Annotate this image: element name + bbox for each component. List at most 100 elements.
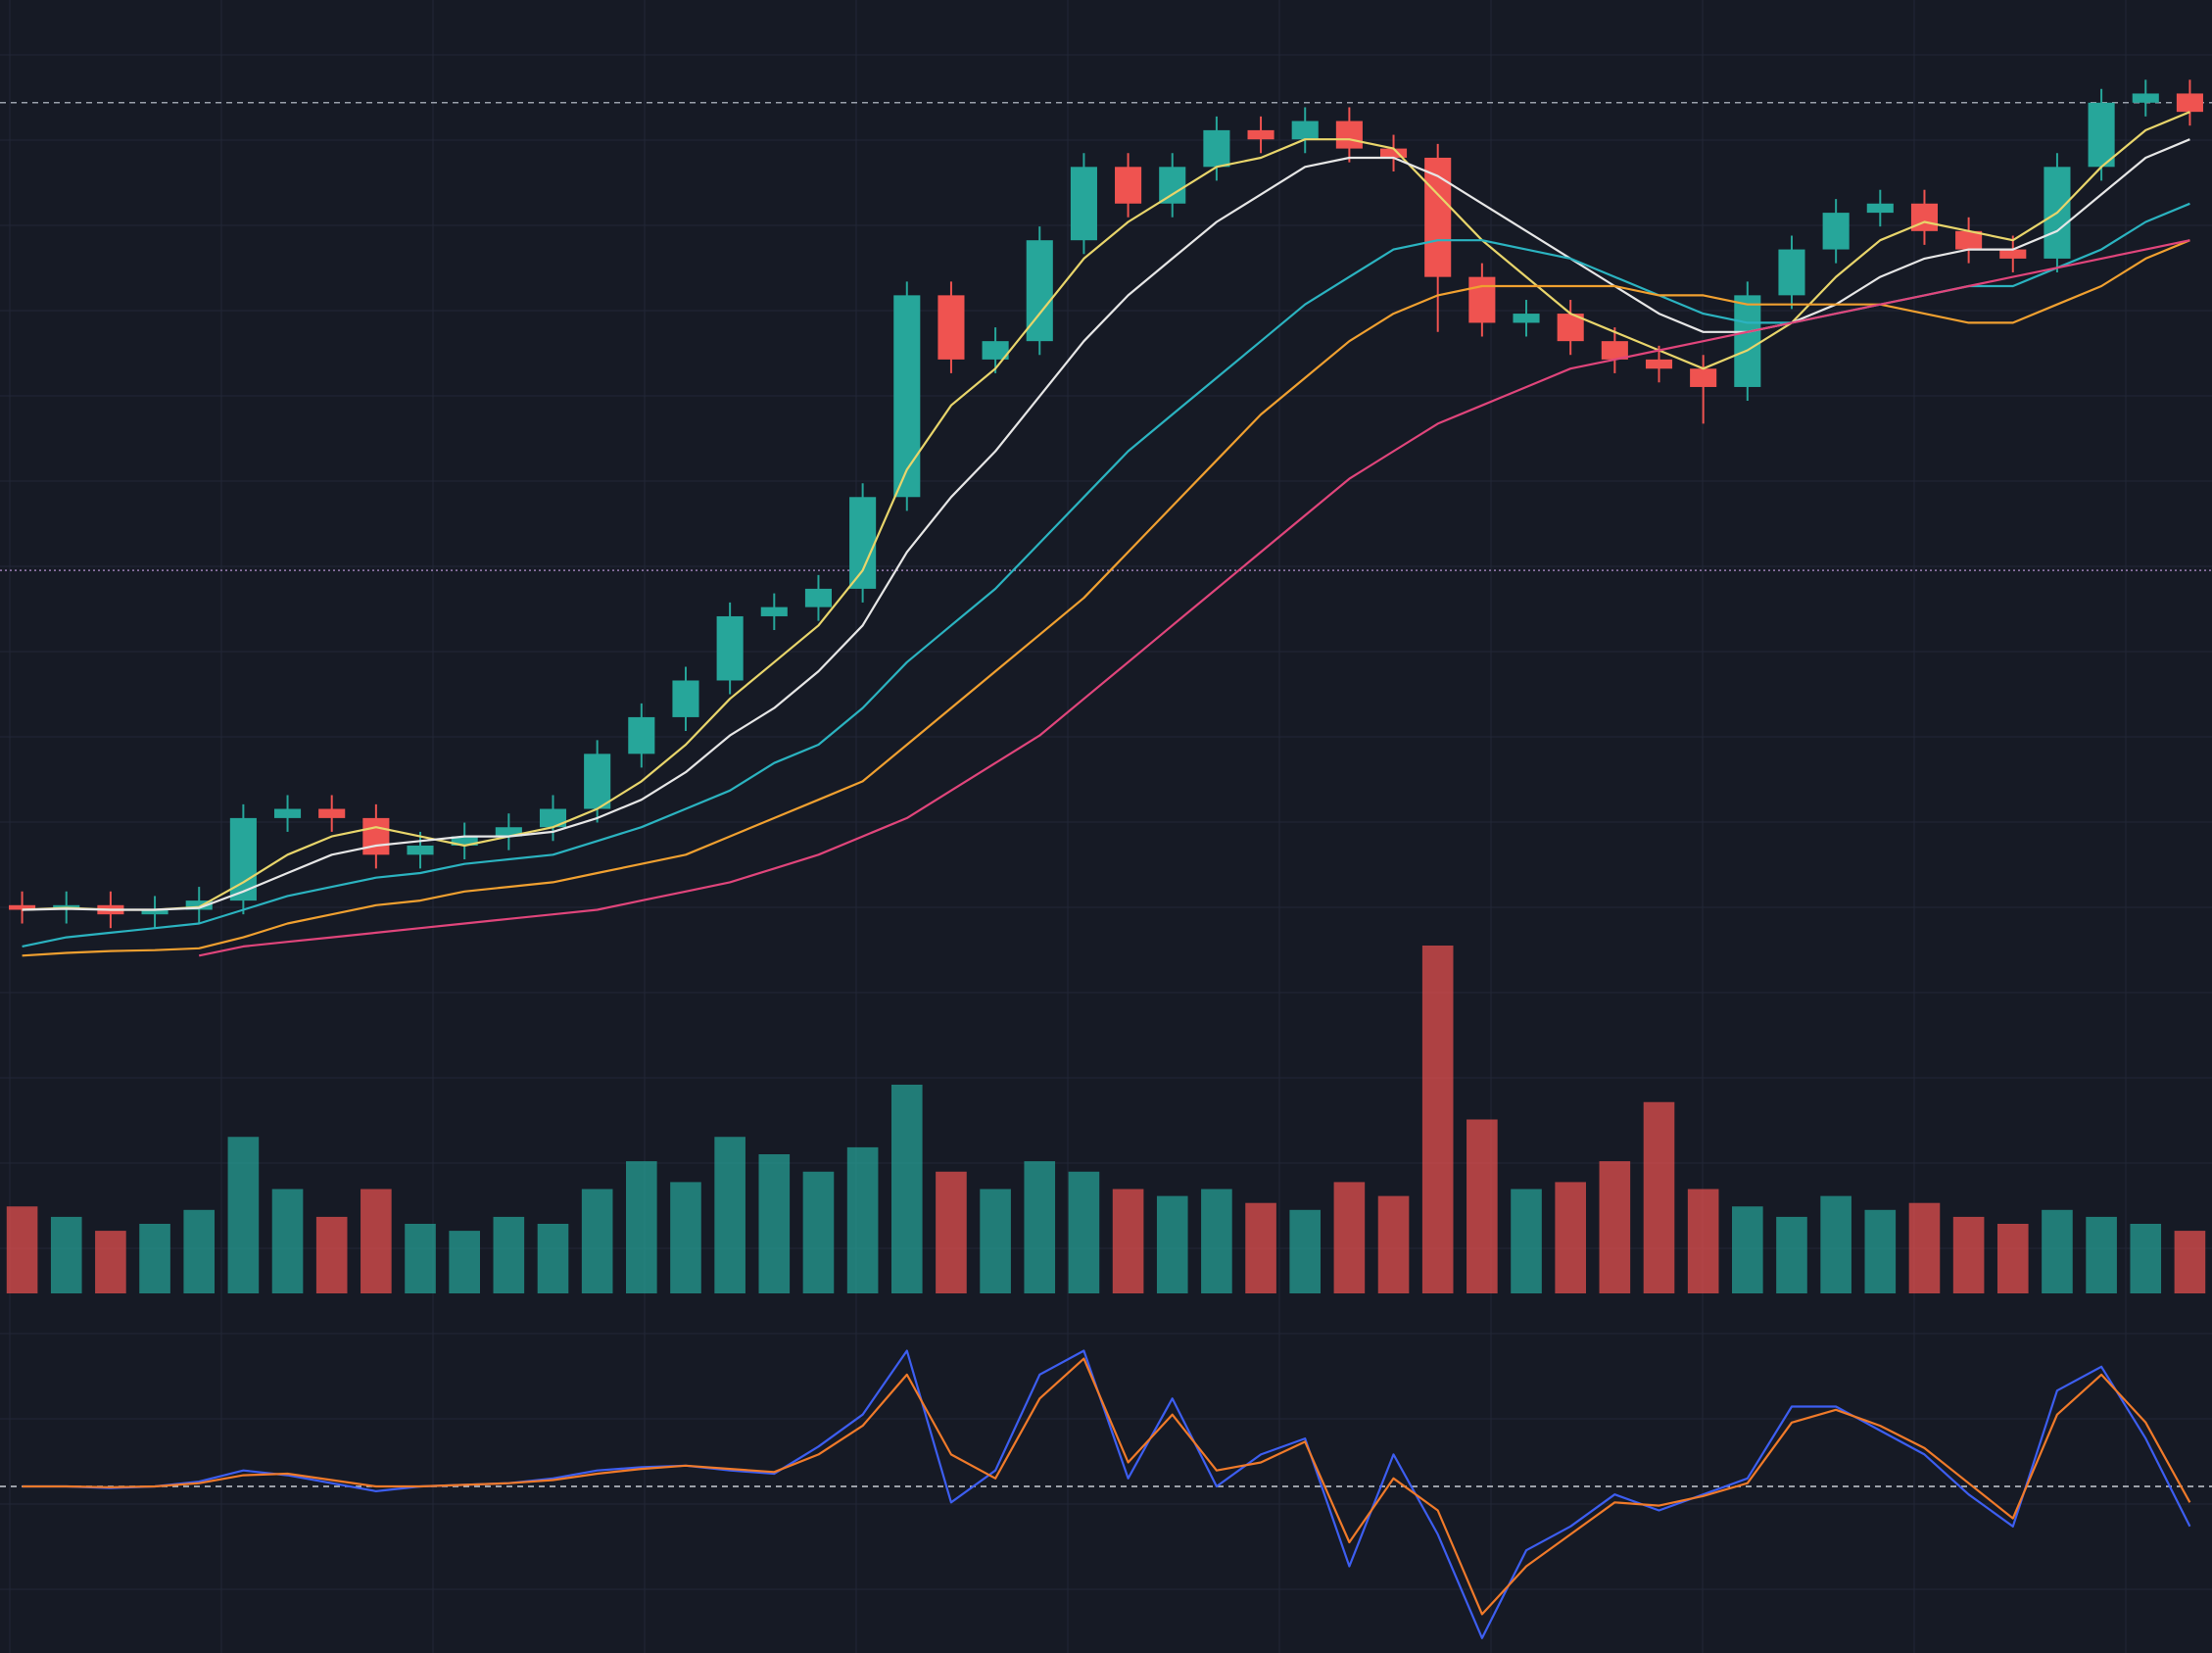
volume-bar [1643, 1101, 1675, 1293]
line-series [198, 239, 2190, 957]
candle-body [1335, 121, 1363, 149]
line-series [22, 111, 2190, 911]
candle-body [451, 836, 478, 846]
candle-body [495, 827, 522, 837]
candle-body [760, 607, 788, 616]
volume-bar [1333, 1182, 1366, 1293]
candle-body [982, 341, 1009, 360]
candle-body [407, 845, 434, 855]
volume-bar [1245, 1202, 1276, 1293]
volume-bar [1201, 1189, 1232, 1293]
volume-bar [802, 1171, 835, 1293]
volume-bar [271, 1189, 304, 1293]
volume-bar [1024, 1161, 1056, 1293]
candle-body [1115, 167, 1142, 204]
volume-bar [1820, 1195, 1851, 1293]
candle-body [893, 295, 921, 498]
volume-bar [2130, 1224, 2162, 1293]
candle-body [185, 900, 213, 910]
volume-bar [1068, 1171, 1100, 1293]
volume-bar [1156, 1195, 1188, 1293]
volume-bar [405, 1224, 436, 1293]
volume-bar [361, 1189, 392, 1293]
volume-bar [626, 1161, 657, 1293]
volume-bar [846, 1146, 879, 1293]
volume-bar [1511, 1189, 1542, 1293]
volume-bar [1112, 1189, 1144, 1293]
candle-body [628, 716, 655, 754]
candle-body [1379, 148, 1408, 158]
volume-bar [1776, 1216, 1807, 1293]
candle-body [2132, 93, 2159, 103]
candle-body [318, 808, 346, 818]
volume-bar [537, 1224, 569, 1293]
candle-body [1778, 249, 1805, 296]
volume-bar [95, 1231, 126, 1293]
candle-body [1513, 314, 1540, 323]
volume-bar [1732, 1206, 1763, 1293]
line-series [22, 138, 2190, 911]
volume-bar [1908, 1202, 1941, 1293]
volume-bar [2174, 1231, 2206, 1293]
volume-bar [227, 1137, 260, 1293]
volume-bar [449, 1231, 480, 1293]
volume-bar [50, 1216, 82, 1293]
candle-body [1955, 230, 1983, 250]
candle-body [141, 909, 168, 915]
candle-body [938, 295, 965, 360]
candle-body [273, 808, 302, 818]
volume-bar [2042, 1209, 2073, 1293]
volume-bar [1467, 1119, 1498, 1293]
volume-bar [1687, 1189, 1719, 1293]
candle-body [9, 904, 36, 910]
volume-bar [493, 1216, 525, 1293]
candle-body [2088, 102, 2115, 168]
candle-body [804, 588, 833, 608]
line-series [22, 1357, 2191, 1616]
volume-bar [890, 1085, 923, 1293]
candle-body [1822, 213, 1850, 250]
candle-body [1424, 157, 1452, 277]
candle-body [1247, 129, 1274, 140]
candle-body [362, 817, 390, 855]
volume-bar [670, 1182, 701, 1293]
volume-bar [936, 1171, 967, 1293]
volume-bar [1421, 946, 1454, 1293]
candle-body [1999, 249, 2027, 259]
volume-bar [1952, 1216, 1985, 1293]
volume-bar [980, 1189, 1011, 1293]
volume-bar [1599, 1161, 1631, 1293]
volume-bar [1996, 1224, 2029, 1293]
candle-body [1203, 129, 1230, 168]
candle-body [1159, 167, 1186, 204]
volume-bar [6, 1206, 38, 1293]
candle-body [1291, 121, 1319, 140]
volume-bar [714, 1137, 745, 1293]
volume-bar [758, 1154, 791, 1293]
line-series [22, 1349, 2191, 1639]
line-series [22, 239, 2190, 957]
candle-body [672, 680, 699, 717]
volume-bar [183, 1209, 216, 1293]
volume-bar [581, 1189, 613, 1293]
volume-bar [1289, 1209, 1322, 1293]
volume-bar [1377, 1195, 1410, 1293]
volume-bar [315, 1216, 348, 1293]
candle-body [584, 754, 611, 809]
candle-body [539, 808, 567, 828]
candle-body [849, 497, 877, 589]
volume-bar [2086, 1216, 2117, 1293]
volume-bar [139, 1224, 170, 1293]
volume-bar [1864, 1209, 1897, 1293]
candle-body [1601, 341, 1628, 360]
candle-body [1866, 203, 1894, 214]
candle-body [1070, 167, 1097, 241]
candle-body [1645, 359, 1673, 369]
candle-body [2176, 93, 2203, 113]
candle-body [1468, 276, 1496, 323]
volume-bar [1555, 1182, 1586, 1293]
candle-body [1734, 295, 1761, 387]
candle-body [1690, 368, 1717, 387]
candle-body [716, 615, 744, 681]
